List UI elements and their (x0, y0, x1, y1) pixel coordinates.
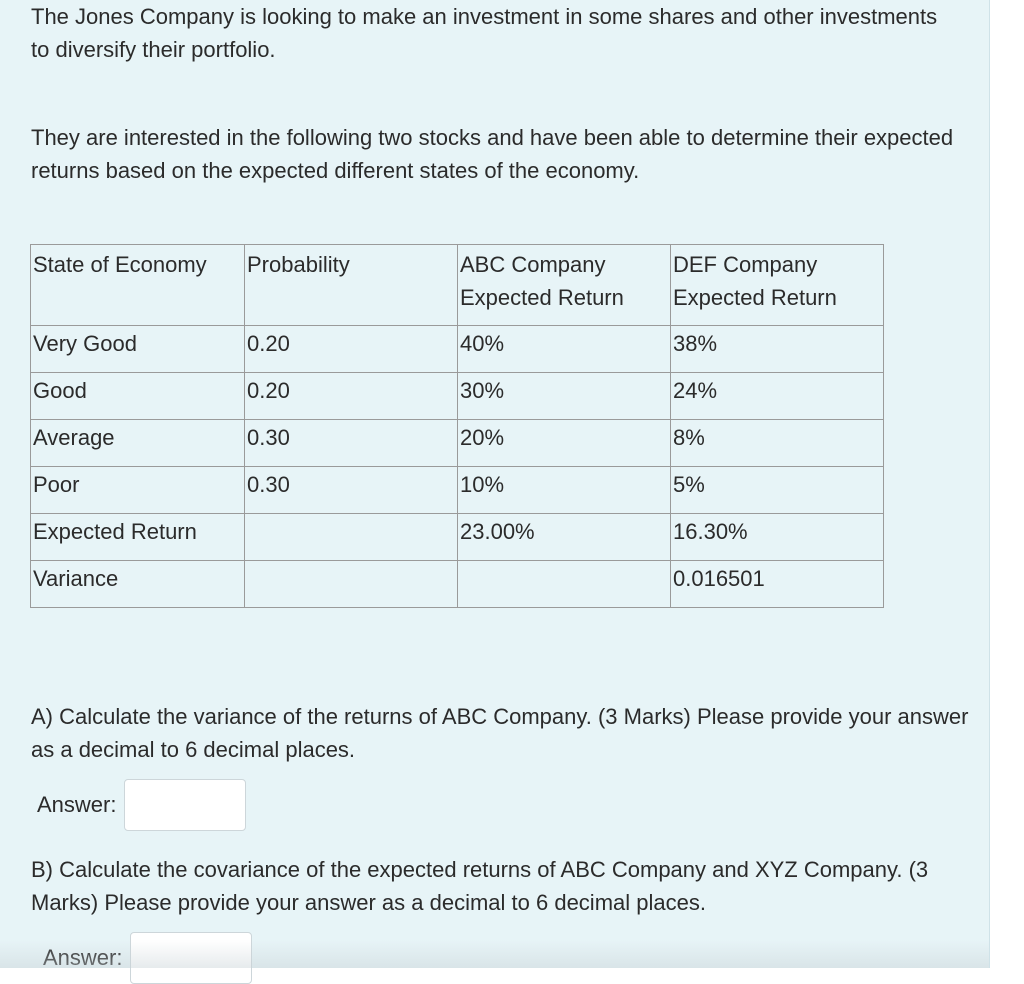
answer-b-input[interactable] (130, 932, 253, 984)
table-cell: 10% (457, 466, 671, 514)
table-cell: 8% (670, 419, 884, 467)
header-probability: Probability (244, 244, 458, 326)
table-cell: 24% (670, 372, 884, 420)
table-cell (244, 513, 458, 561)
answer-b-label: Answer: (43, 945, 123, 970)
table-cell: Average (30, 419, 245, 467)
table-row: Average 0.30 20% 8% (30, 419, 884, 467)
table-cell (457, 560, 671, 608)
table-cell: Expected Return (30, 513, 245, 561)
question-panel: The Jones Company is looking to make an … (0, 0, 990, 984)
table-cell (244, 560, 458, 608)
table-cell: 23.00% (457, 513, 671, 561)
answer-a-row: Answer: (37, 779, 247, 831)
table-cell: 0.20 (244, 325, 458, 373)
table-cell: Good (30, 372, 245, 420)
table-cell: 5% (670, 466, 884, 514)
table-row: Expected Return 23.00% 16.30% (30, 513, 884, 561)
table-cell: 40% (457, 325, 671, 373)
question-a-text: A) Calculate the variance of the returns… (31, 704, 969, 762)
table-row: Very Good 0.20 40% 38% (30, 325, 884, 373)
answer-a-input[interactable] (124, 779, 247, 831)
description-text: They are interested in the following two… (31, 125, 954, 183)
table-cell: Variance (30, 560, 245, 608)
intro-text: The Jones Company is looking to make an … (31, 4, 938, 62)
table-cell: 30% (457, 372, 671, 420)
header-abc-return: ABC Company Expected Return (457, 244, 671, 326)
table-cell: 20% (457, 419, 671, 467)
table-header-row: State of Economy Probability ABC Company… (30, 244, 884, 326)
table-cell: Poor (30, 466, 245, 514)
returns-table: State of Economy Probability ABC Company… (30, 244, 884, 608)
table-cell: 38% (670, 325, 884, 373)
table-cell: Very Good (30, 325, 245, 373)
question-b-text: B) Calculate the covariance of the expec… (31, 857, 929, 915)
table-row: Poor 0.30 10% 5% (30, 466, 884, 514)
header-state: State of Economy (30, 244, 245, 326)
header-def-return: DEF Company Expected Return (670, 244, 884, 326)
table-cell: 0.30 (244, 466, 458, 514)
answer-b-row: Answer: (43, 932, 253, 984)
table-row: Variance 0.016501 (30, 560, 884, 608)
table-row: Good 0.20 30% 24% (30, 372, 884, 420)
page-margin (990, 0, 1024, 968)
table-cell: 0.20 (244, 372, 458, 420)
table-cell: 0.30 (244, 419, 458, 467)
answer-a-label: Answer: (37, 792, 117, 817)
table-cell: 0.016501 (670, 560, 884, 608)
table-cell: 16.30% (670, 513, 884, 561)
